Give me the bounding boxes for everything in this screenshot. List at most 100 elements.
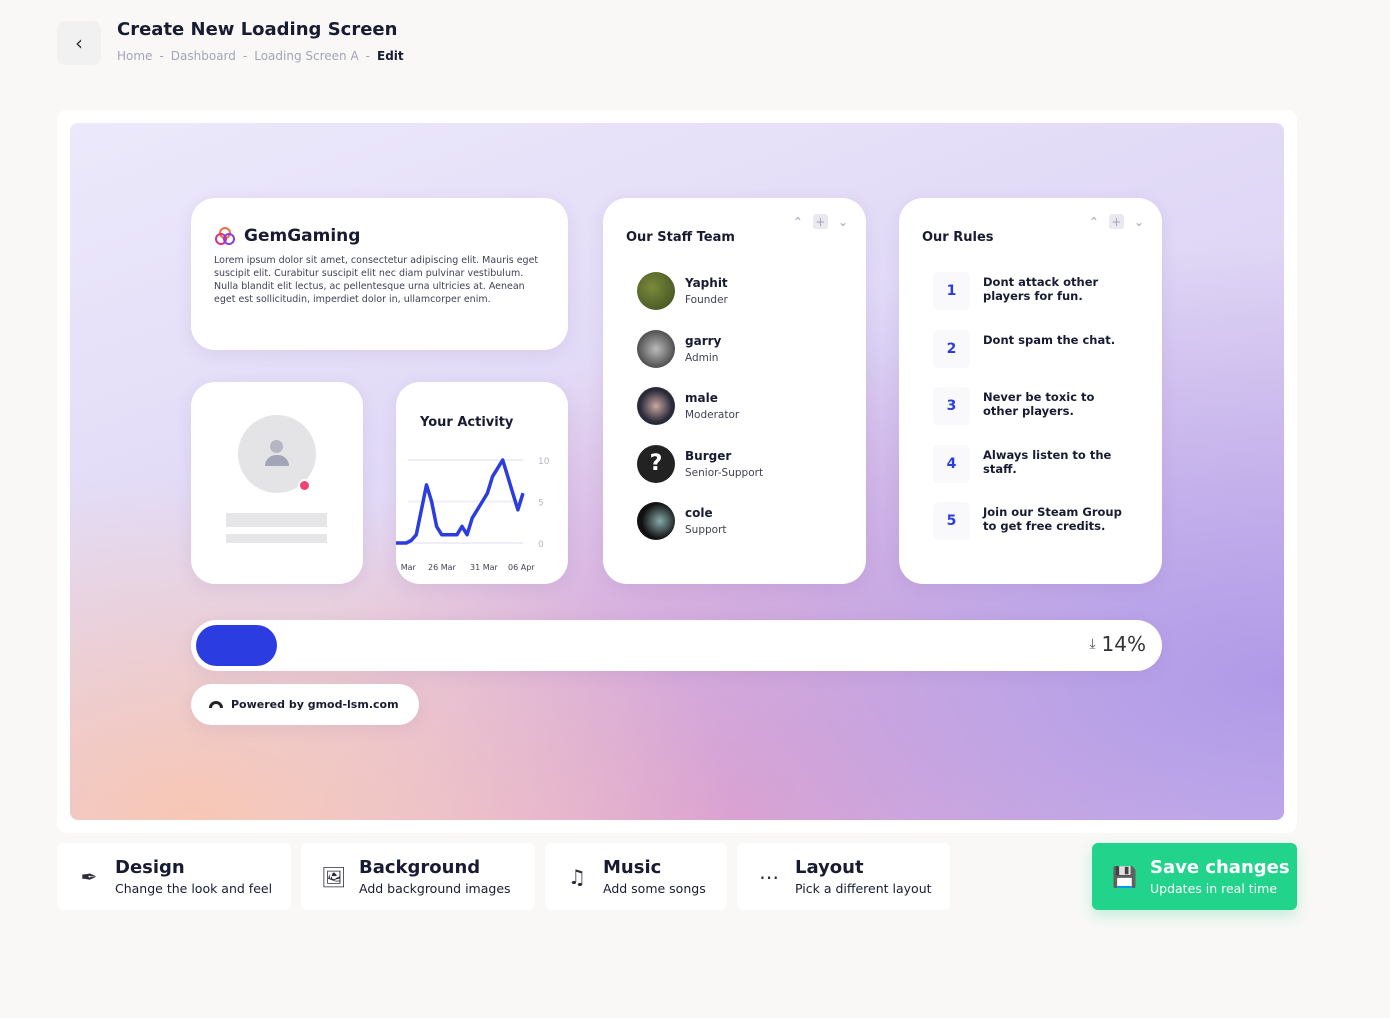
rule-item: 5 Join our Steam Group to get free credit… [933,502,1123,540]
tab-title: Background [359,857,481,878]
rule-number: 4 [933,444,970,483]
chevron-down-icon[interactable]: ⌄ [837,214,848,229]
tab-subtitle: Add some songs [603,881,706,896]
profile-card [191,382,363,584]
rule-text: Dont spam the chat. [983,332,1116,347]
rule-number: 1 [933,272,970,310]
rules-title: Our Rules [922,230,994,245]
breadcrumb-separator: - [159,49,164,63]
tab-title: Music [603,857,662,878]
staff-role: Founder [685,294,728,306]
staff-avatar [637,502,675,540]
save-subtitle: Updates in real time [1150,881,1278,896]
rule-item: 1 Dont attack other players for fun. [933,272,1123,310]
tab-title: Design [115,857,185,878]
plus-icon[interactable]: + [1108,214,1124,229]
breadcrumb: Home - Dashboard - Loading Screen A- Edit [117,49,404,63]
back-button[interactable]: ‹ [57,21,101,65]
breadcrumb-separator: - [365,49,371,63]
tab-music[interactable]: ♫ Music Add some songs [545,843,727,910]
rule-text: Dont attack other players for fun. [983,275,1099,303]
rule-text: Join our Steam Group to get free credits… [983,505,1122,533]
tab-subtitle: Pick a different layout [795,881,932,896]
activity-line [396,458,525,545]
rules-card: ⌃ + ⌄ Our Rules 1 Dont attack other players… [899,198,1162,584]
download-icon: ⤓ [1089,636,1096,652]
avatar [238,415,316,493]
staff-name: Burger [685,448,732,463]
y-tick-label: 10 [538,457,550,467]
rule-text: Always listen to the staff. [983,447,1112,476]
powered-by-label: Powered by gmod-lsm.com [231,698,399,711]
breadcrumb-dashboard[interactable]: Dashboard [170,49,236,63]
placeholder-line [226,534,327,543]
progress-bar: ⤓ 14% [191,620,1162,671]
brush-icon: ✒ [80,864,98,889]
staff-member: garry Admin [637,329,722,368]
tab-background[interactable]: 🖼 Background Add background images [301,843,535,910]
staff-role: Senior-Support [685,466,764,479]
page-title: Create New Loading Screen [117,19,398,40]
plus-icon[interactable]: + [812,214,828,229]
powered-by-badge[interactable]: Powered by gmod-lsm.com [191,684,419,725]
activity-title: Your Activity [420,415,514,430]
breadcrumb-current: Edit [377,49,404,63]
save-title: Save changes [1150,857,1290,878]
placeholder-line [226,513,327,527]
rule-item: 2 Dont spam the chat. [933,329,1123,368]
status-dot [298,479,311,492]
activity-card: Your Activity 10 5 0 21 Mar 26 Mar 31 Mar 06 A… [396,382,568,584]
x-tick-label: 06 Apr [508,563,535,572]
activity-chart: 10 5 0 21 Mar 26 Mar 31 Mar 06 Apr [396,457,550,572]
chevron-down-icon[interactable]: ⌄ [1133,214,1144,229]
image-icon: 🖼 [321,864,347,889]
staff-role: Admin [685,351,719,364]
staff-name: cole [685,506,713,520]
x-tick-label: 26 Mar [428,563,457,572]
breadcrumb-loading-screen[interactable]: Loading Screen A [254,49,359,63]
staff-role: Support [685,524,727,536]
staff-name: Yaphit [685,276,728,290]
save-changes-button[interactable]: 💾 Save changes Updates in real time [1092,843,1297,910]
staff-role: Moderator [685,409,740,421]
tab-title: Layout [795,857,864,878]
staff-member: ? Burger Senior-Support [637,444,764,483]
x-tick-label: 31 Mar [470,563,499,572]
chevron-left-icon: ‹ [75,31,83,55]
breadcrumb-home[interactable]: Home [117,49,153,63]
rule-item: 3 Never be toxic to other players. [933,387,1123,425]
loading-screen-preview: GemGaming Lorem ipsum dolor sit amet, co… [70,123,1284,820]
breadcrumb-separator: - [242,49,248,63]
brand-name: GemGaming [244,226,361,246]
x-tick-label: 21 Mar [396,563,417,572]
staff-member: Yaphit Founder [637,272,728,310]
rule-text: Never be toxic to other players. [983,390,1095,418]
tab-subtitle: Add background images [359,881,511,896]
music-icon: ♫ [568,864,586,889]
staff-title: Our Staff Team [626,230,735,245]
staff-member: cole Support [637,502,727,540]
y-tick-label: 5 [538,499,544,509]
staff-avatar [637,329,675,368]
staff-avatar: ? [637,444,675,483]
tab-subtitle: Change the look and feel [115,881,273,896]
rule-number: 5 [933,502,970,540]
progress-percent: 14% [1101,632,1146,656]
y-tick-label: 0 [538,540,544,550]
grid-icon: ⋯ [759,864,779,889]
staff-avatar [637,387,675,425]
staff-name: male [685,391,718,405]
chevron-up-icon[interactable]: ⌃ [1088,214,1099,229]
tab-layout[interactable]: ⋯ Layout Pick a different layout [737,843,950,910]
staff-member: male Moderator [637,387,739,425]
staff-name: garry [685,333,722,348]
rule-number: 3 [933,387,970,425]
chevron-up-icon[interactable]: ⌃ [792,214,803,229]
brand-description: Lorem ipsum dolor sit amet, consectetur … [214,255,539,305]
user-icon [270,440,283,453]
rule-number: 2 [933,329,970,368]
tab-design[interactable]: ✒ Design Change the look and feel [57,843,291,910]
gem-logo-icon [215,227,235,245]
save-icon: 💾 [1112,864,1137,889]
staff-avatar [637,272,675,310]
